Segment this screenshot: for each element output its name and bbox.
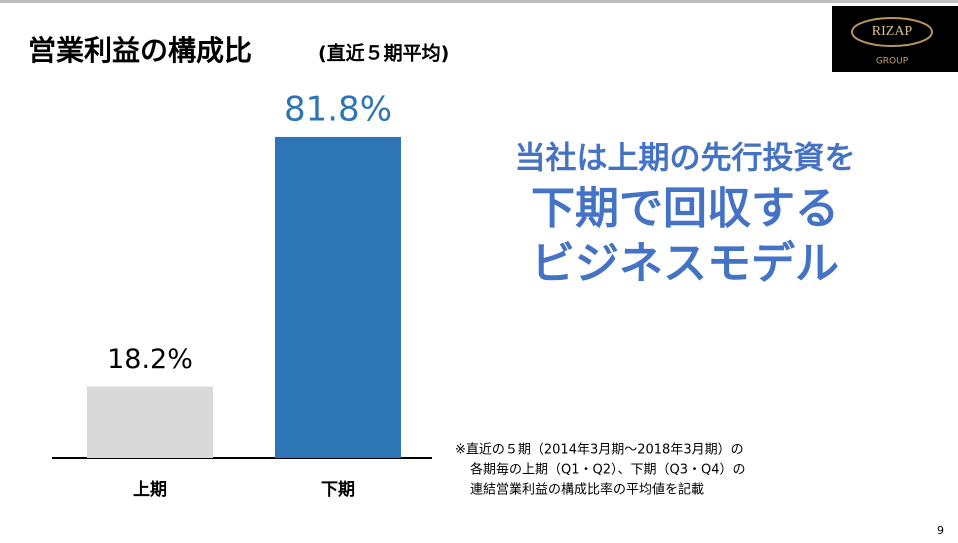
note-line: ※直近の５期（2014年3月期〜2018年3月期）の <box>455 443 744 458</box>
value-label: 81.8% <box>284 89 392 129</box>
logo-ring <box>851 17 933 47</box>
page-number: 9 <box>937 524 944 537</box>
note-line: 連結営業利益の構成比率の平均値を記載 <box>470 482 704 498</box>
chart-title: 営業利益の構成比 <box>28 34 252 67</box>
top-rule <box>0 0 958 3</box>
bar <box>87 386 213 458</box>
note-line: 各期毎の上期（Q1・Q2）、下期（Q3・Q4）の <box>470 462 746 478</box>
logo-box <box>832 6 958 72</box>
message-line: ビジネスモデル <box>531 238 839 289</box>
logo-name: RIZAP <box>872 24 913 39</box>
value-label: 18.2% <box>107 344 193 375</box>
x-tick-label: 上期 <box>133 480 167 500</box>
x-tick-label: 下期 <box>321 480 355 500</box>
chart-subtitle: (直近５期平均) <box>318 42 449 65</box>
message-line: 下期で回収する <box>531 183 839 234</box>
logo: RIZAP GROUP <box>832 6 958 72</box>
logo-sub: GROUP <box>876 57 909 67</box>
bar <box>275 136 401 458</box>
message-line: 当社は上期の先行投資を <box>515 141 856 177</box>
